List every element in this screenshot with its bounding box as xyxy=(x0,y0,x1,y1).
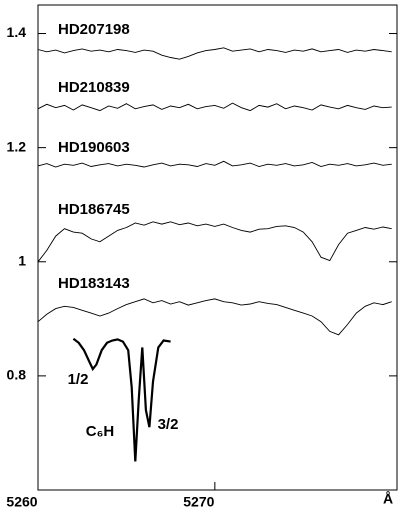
annotation: 3/2 xyxy=(158,416,179,433)
y-tick-label: 1.2 xyxy=(7,138,27,154)
x-tick-label: 5260 xyxy=(6,494,37,510)
spectrum-line xyxy=(37,221,392,263)
series-label: HD186745 xyxy=(58,201,130,218)
series-label: C₆H xyxy=(86,423,114,440)
y-tick-label: 1.4 xyxy=(7,24,27,40)
series-label: HD210839 xyxy=(58,79,130,96)
spectrum-line xyxy=(72,337,171,462)
spectrum-line xyxy=(37,160,392,168)
series-label: HD190603 xyxy=(58,139,130,156)
plot-frame xyxy=(37,4,398,491)
annotation: 1/2 xyxy=(68,371,89,388)
series-label: HD183143 xyxy=(58,275,130,292)
x-tick-label: 5270 xyxy=(183,494,214,510)
x-axis-label: Å xyxy=(383,491,393,507)
spectrum-line xyxy=(37,47,392,60)
y-tick-label: 0.8 xyxy=(7,367,27,383)
spectrum-line xyxy=(37,298,392,336)
y-tick-label: 1 xyxy=(18,252,26,268)
series-label: HD207198 xyxy=(58,21,130,38)
spectrum-line xyxy=(37,102,392,112)
